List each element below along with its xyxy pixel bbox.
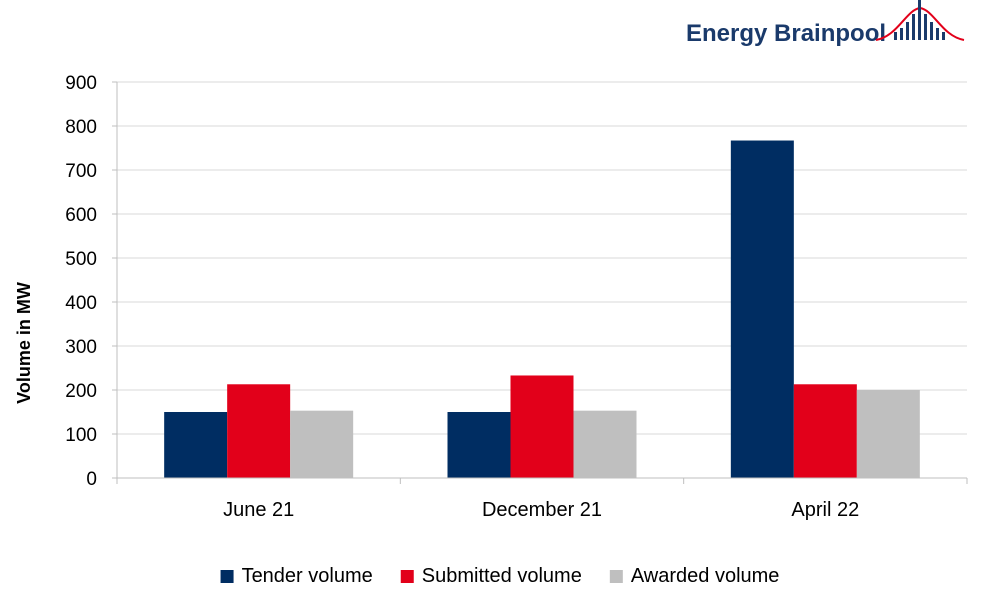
y-tick-label: 200: [65, 381, 97, 402]
legend-item: Submitted volume: [400, 565, 582, 587]
y-axis-ticks: 0 100 200 300 400 500 600 700 800 900: [65, 73, 118, 490]
bar: [290, 410, 354, 478]
y-tick-label: 400: [65, 293, 97, 314]
y-tick-label: 0: [86, 469, 97, 490]
brand-logo-icon: [875, 0, 965, 41]
y-tick-label: 900: [65, 73, 97, 94]
y-tick-label: 600: [65, 205, 97, 226]
y-tick-label: 800: [65, 117, 97, 138]
category-labels: June 21 December 21 April 22: [223, 499, 859, 521]
legend-label: Awarded volume: [631, 565, 780, 587]
bar: [573, 410, 637, 478]
legend-swatch: [609, 570, 623, 583]
bar: [856, 390, 920, 478]
y-tick-label: 100: [65, 425, 97, 446]
x-axis: [116, 477, 968, 484]
y-tick-label: 300: [65, 337, 97, 358]
legend: Tender volume Submitted volume Awarded vol…: [220, 565, 780, 587]
bars: [164, 140, 920, 478]
legend-item: Awarded volume: [609, 565, 780, 587]
legend-item: Tender volume: [220, 565, 373, 587]
bar: [510, 375, 574, 478]
y-axis-label: Volume in MW: [14, 282, 34, 404]
category-label: December 21: [482, 499, 602, 521]
bar: [164, 412, 228, 478]
bar: [227, 384, 291, 478]
legend-swatch: [220, 570, 234, 583]
legend-swatch: [400, 570, 414, 583]
y-tick-label: 500: [65, 249, 97, 270]
bar: [730, 140, 794, 478]
y-tick-label: 700: [65, 161, 97, 182]
brand-logo: Energy Brainpool: [686, 0, 965, 47]
brand-name: Energy Brainpool: [686, 20, 886, 47]
bar: [447, 412, 511, 478]
category-label: June 21: [223, 499, 294, 521]
legend-label: Tender volume: [242, 565, 373, 587]
category-label: April 22: [791, 499, 859, 521]
legend-label: Submitted volume: [422, 565, 582, 587]
bar: [793, 384, 857, 478]
